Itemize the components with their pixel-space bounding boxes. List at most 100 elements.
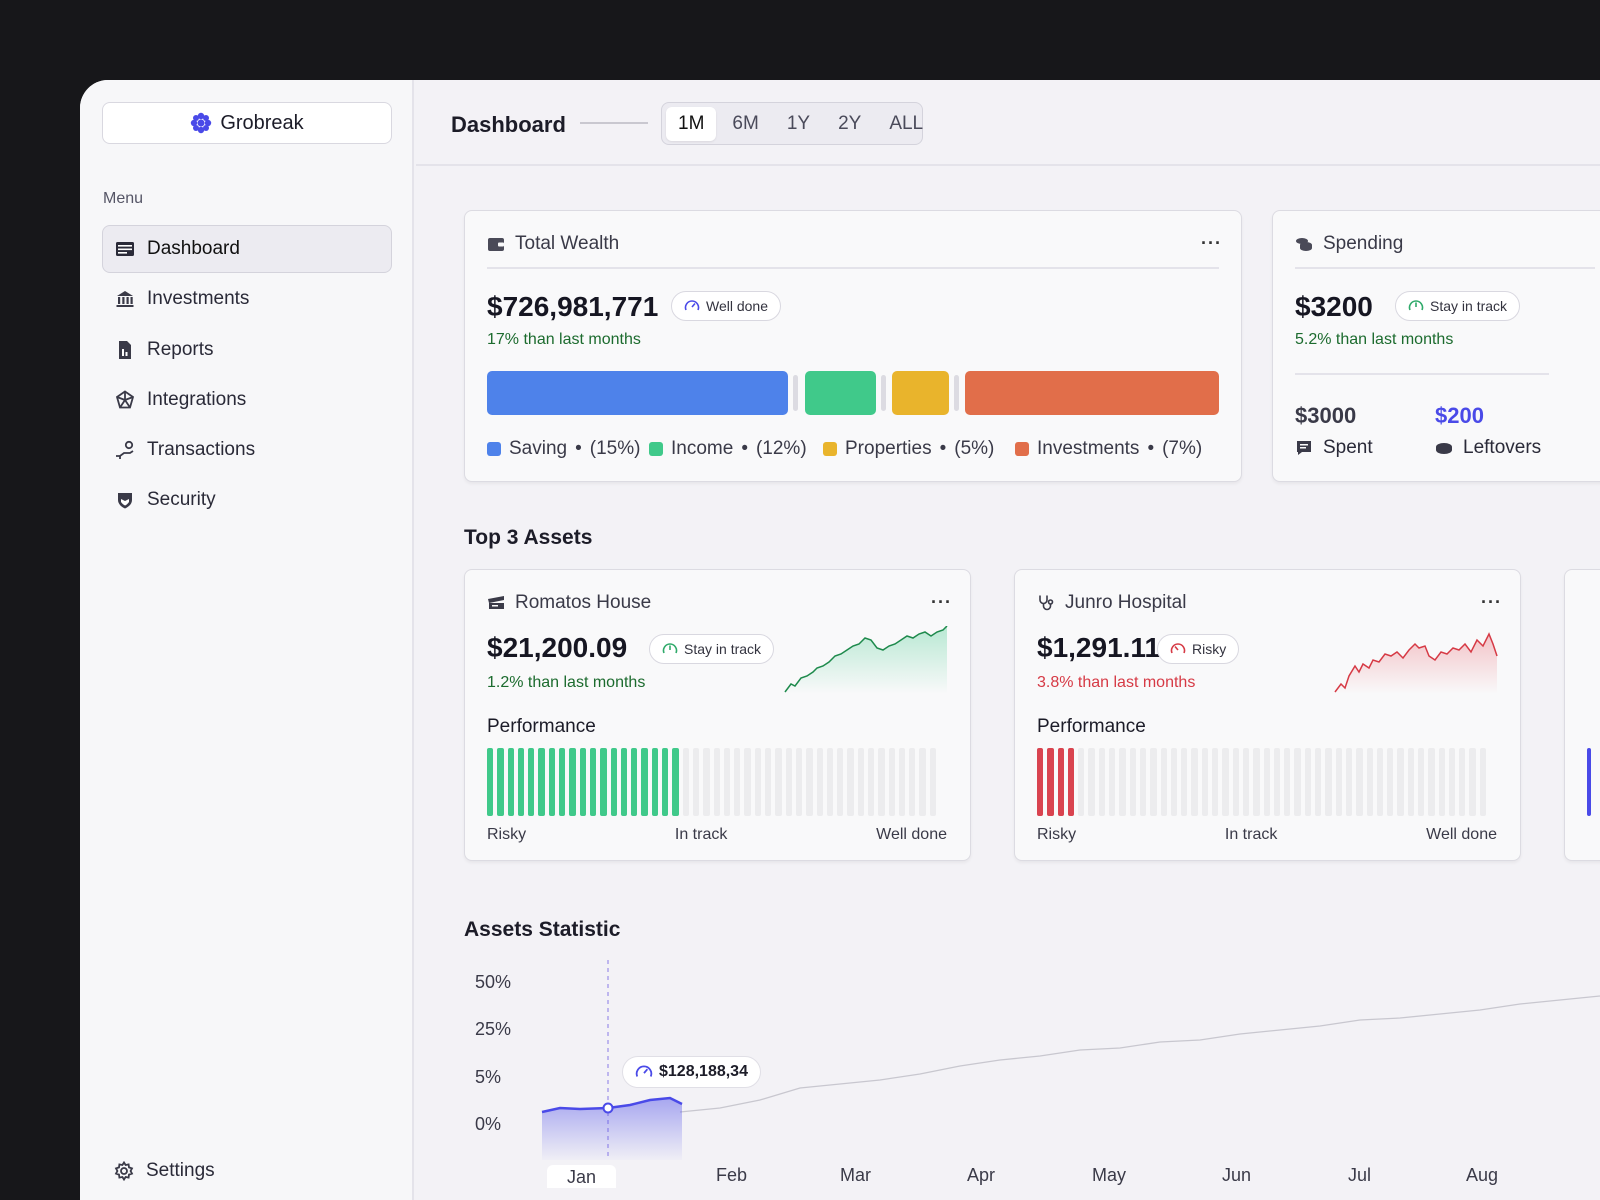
scale-well-done: Well done (876, 826, 947, 843)
performance-scale: Risky In track Well done (1037, 826, 1497, 844)
selected-point[interactable] (602, 1102, 614, 1114)
legend-dot: • (939, 438, 947, 459)
card-divider (1295, 267, 1595, 269)
sidebar-item-reports[interactable]: Reports (102, 326, 392, 374)
card-divider (1295, 373, 1549, 375)
sidebar-item-label: Transactions (147, 439, 256, 461)
performance-bar (600, 748, 607, 816)
sidebar-item-investments[interactable]: Investments (102, 275, 392, 323)
performance-bar (1181, 748, 1188, 816)
asset-sparkline (784, 626, 948, 694)
performance-bar (1057, 748, 1064, 816)
performance-bar (888, 748, 895, 816)
card-title: Total Wealth (515, 233, 620, 254)
performance-bar (682, 748, 689, 816)
sidebar-item-label: Integrations (147, 388, 247, 410)
investments-segment[interactable] (965, 371, 1219, 415)
x-tick-label[interactable]: Apr (967, 1165, 996, 1185)
legend-label: Income (671, 438, 734, 459)
performance-bar (1417, 748, 1425, 816)
status-badge: Risky (1157, 634, 1240, 664)
speedometer-icon (635, 1065, 653, 1077)
brand-flower-icon (191, 112, 212, 134)
performance-bar (806, 748, 813, 816)
x-tick-label[interactable]: Aug (1466, 1165, 1499, 1185)
spending-value: $3200 (1295, 291, 1373, 322)
series-area-highlight (542, 1098, 682, 1160)
stethoscope-icon (1039, 595, 1054, 611)
settings-label: Settings (146, 1160, 215, 1181)
leftover-label: Leftovers (1435, 437, 1541, 459)
badge-label: Well done (706, 298, 769, 314)
scale-risky: Risky (1037, 826, 1077, 843)
segment-separator (793, 375, 798, 411)
x-tick-label[interactable]: Feb (716, 1165, 748, 1185)
brand-logo-button[interactable]: Grobreak (102, 102, 392, 144)
sidebar-item-security[interactable]: Security (102, 476, 392, 524)
house-ticket-icon (488, 596, 504, 609)
asset-name: Junro Hospital (1065, 592, 1187, 613)
more-options-button[interactable]: ··· (931, 592, 952, 612)
performance-bar (1356, 748, 1363, 816)
coin-icon (1436, 443, 1452, 454)
more-options-button[interactable]: ··· (1201, 233, 1222, 253)
title-divider (580, 122, 648, 124)
range-all-button[interactable]: ALL (889, 112, 924, 134)
performance-bar (517, 748, 525, 816)
performance-bar (548, 748, 556, 816)
tooltip-value: $128,188,34 (659, 1063, 748, 1080)
performance-bar (1469, 748, 1476, 816)
sidebar-item-label: Dashboard (147, 238, 240, 259)
performance-bar (898, 748, 906, 816)
asset-delta: 1.2% than last months (487, 674, 646, 691)
performance-bar (826, 748, 834, 816)
series-line-highlight (541, 1096, 683, 1114)
income-segment[interactable] (805, 371, 876, 415)
performance-bar (1438, 748, 1445, 816)
legend-dot: • (1147, 438, 1155, 459)
x-tick-label[interactable]: Jun (1222, 1165, 1252, 1185)
performance-bar (1304, 748, 1312, 816)
x-tick-label-selected[interactable]: Jan (547, 1165, 617, 1188)
performance-scale: Risky In track Well done (487, 826, 947, 844)
card-header: Total Wealth (487, 233, 619, 255)
performance-bar (497, 748, 504, 816)
series-line-muted (679, 995, 1600, 1113)
badge-label: Stay in track (1430, 298, 1508, 314)
range-2y-button[interactable]: 2Y (838, 112, 862, 134)
top-bar: Dashboard 1M 6M 1Y 2Y ALL (416, 80, 1600, 166)
performance-bar (1170, 748, 1178, 816)
range-1y-button[interactable]: 1Y (786, 112, 811, 134)
sidebar-item-transactions[interactable]: Transactions (102, 426, 392, 474)
y-tick-label: 25% (475, 1019, 512, 1039)
x-tick-label[interactable]: Mar (840, 1165, 871, 1185)
third-card-accent (1587, 748, 1591, 816)
brand-name: Grobreak (220, 111, 304, 134)
segment-separator (881, 375, 886, 411)
asset-delta: 3.8% than last months (1037, 674, 1196, 691)
asset-card-romatos-house[interactable]: Romatos House ··· $21,200.09 Stay in tra… (464, 569, 971, 861)
performance-bar (1345, 748, 1353, 816)
menu-label: Menu (103, 190, 144, 207)
page-title: Dashboard (451, 112, 566, 137)
properties-segment[interactable] (892, 371, 949, 415)
performance-bar (785, 748, 792, 816)
speedometer-icon (1170, 643, 1186, 654)
sidebar-item-settings[interactable]: Settings (114, 1160, 215, 1182)
asset-card-junro-hospital[interactable]: Junro Hospital ··· $1,291.11 Risky 3.8% … (1014, 569, 1521, 861)
time-range-selector: 1M 6M 1Y 2Y ALL (661, 102, 923, 145)
range-1m-button[interactable]: 1M (666, 106, 717, 141)
sidebar-item-integrations[interactable]: Integrations (102, 376, 392, 424)
spending-card: Spending $3200 Stay in track 5.2% than l… (1272, 210, 1600, 482)
range-6m-button[interactable]: 6M (732, 112, 759, 134)
performance-bar (1232, 748, 1239, 816)
asset-card-third[interactable] (1564, 569, 1600, 861)
performance-label: Performance (487, 716, 596, 737)
sidebar-item-dashboard[interactable]: Dashboard (102, 225, 392, 273)
saving-segment[interactable] (487, 371, 788, 415)
performance-bars (1037, 748, 1497, 816)
integrations-icon (115, 390, 135, 409)
x-tick-label[interactable]: Jul (1348, 1165, 1372, 1185)
x-tick-label[interactable]: May (1092, 1165, 1127, 1185)
more-options-button[interactable]: ··· (1481, 592, 1502, 612)
